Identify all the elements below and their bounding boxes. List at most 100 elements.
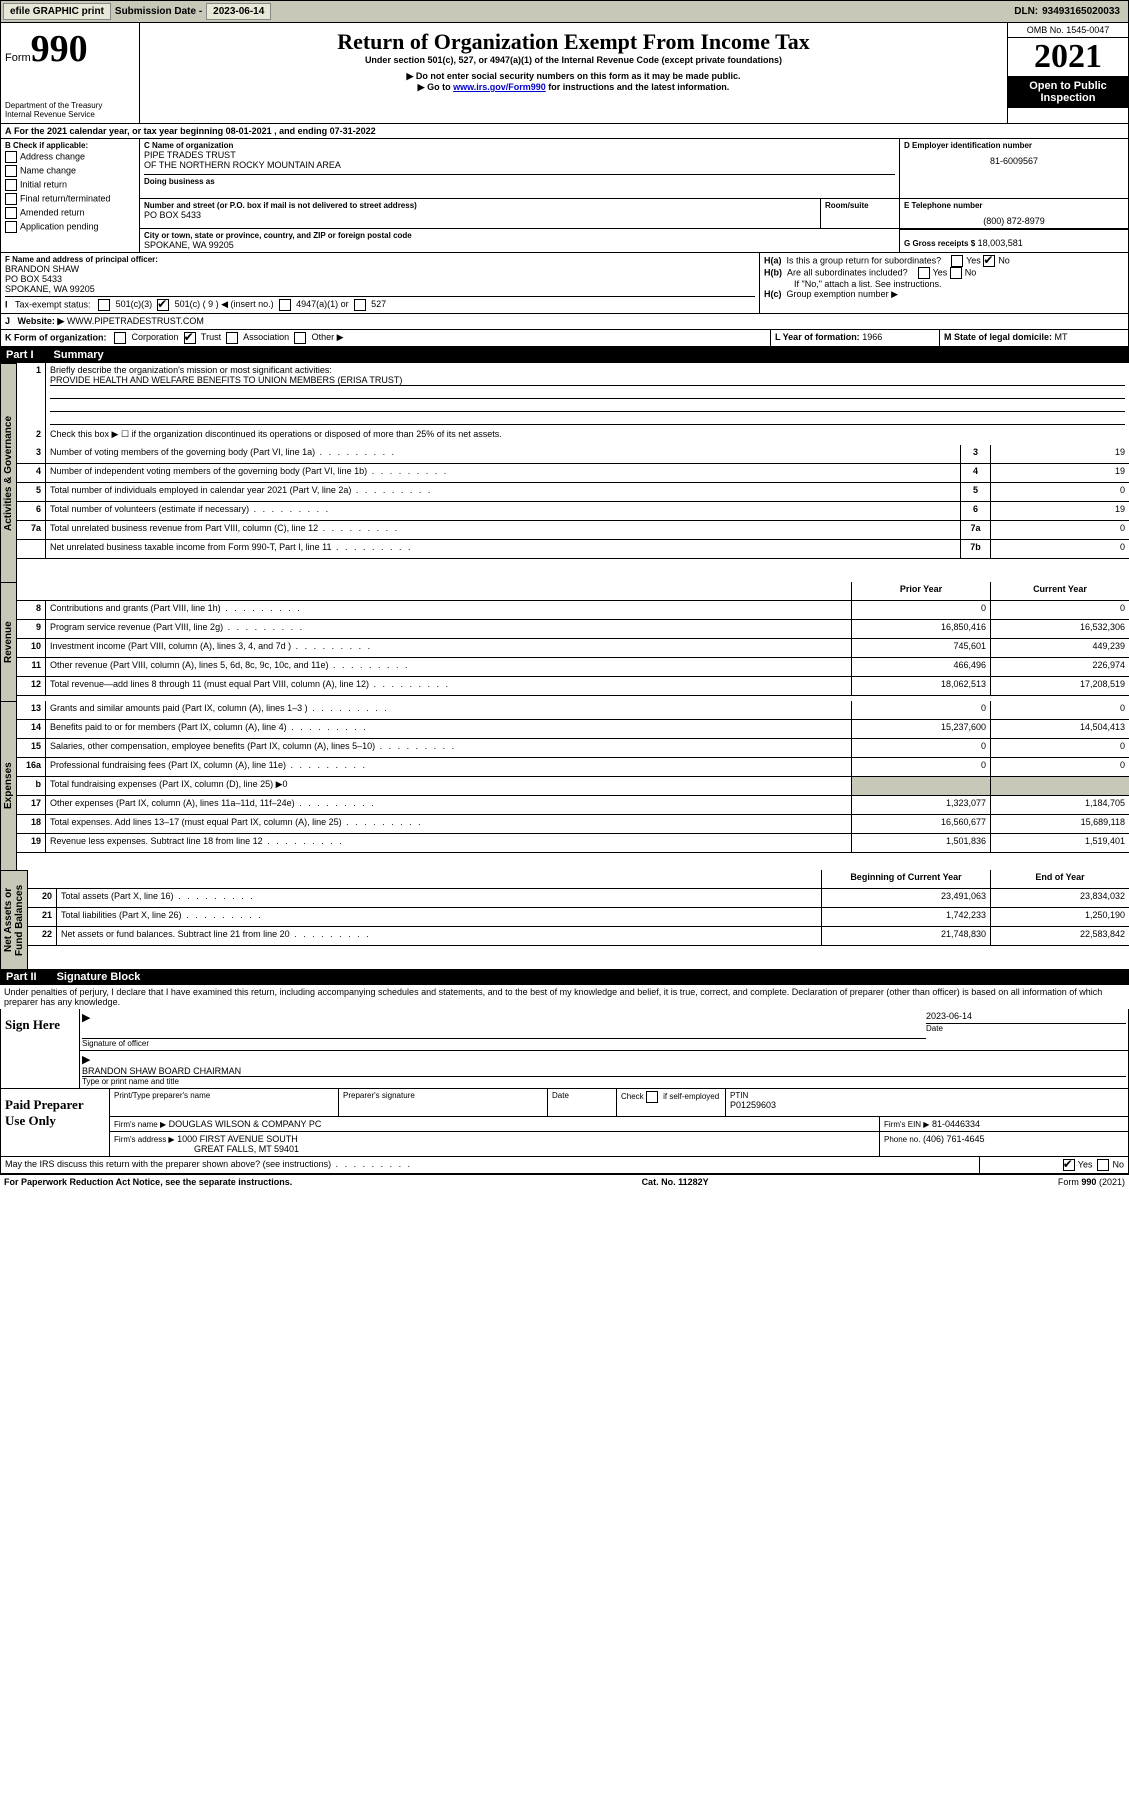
k-option[interactable]: Association — [221, 332, 289, 342]
table-row: 12Total revenue—add lines 8 through 11 (… — [17, 677, 1129, 696]
l2-text: Check this box ▶ ☐ if the organization d… — [46, 427, 1129, 445]
footer-center: Cat. No. 11282Y — [642, 1177, 709, 1187]
dept-label: Department of the Treasury — [5, 101, 135, 110]
i-option[interactable]: 527 — [349, 299, 387, 309]
table-row: Net unrelated business taxable income fr… — [17, 540, 1129, 559]
sig-officer-label: Signature of officer — [82, 1039, 926, 1048]
table-row: bTotal fundraising expenses (Part IX, co… — [17, 777, 1129, 796]
k-option[interactable]: Trust — [179, 332, 222, 342]
i-option[interactable]: 501(c)(3) — [93, 299, 152, 309]
top-bar: efile GRAPHIC print Submission Date - 20… — [0, 0, 1129, 23]
table-row: 3Number of voting members of the governi… — [17, 445, 1129, 464]
k-option[interactable]: Corporation — [109, 332, 179, 342]
firm-phone: (406) 761-4645 — [923, 1134, 985, 1144]
table-row: 10Investment income (Part VIII, column (… — [17, 639, 1129, 658]
may-yes-checkbox[interactable] — [1063, 1159, 1075, 1171]
table-row: 4Number of independent voting members of… — [17, 464, 1129, 483]
table-row: 5Total number of individuals employed in… — [17, 483, 1129, 502]
table-row: 9Program service revenue (Part VIII, lin… — [17, 620, 1129, 639]
line-a: A For the 2021 calendar year, or tax yea… — [1, 124, 1128, 138]
part-2-header: Part IISignature Block — [0, 969, 1129, 985]
firm-addr-label: Firm's address ▶ — [114, 1135, 175, 1144]
footer-right: Form 990 (2021) — [1058, 1177, 1125, 1187]
table-row: 8Contributions and grants (Part VIII, li… — [17, 601, 1129, 620]
i-option[interactable]: 501(c) ( 9 ) ◀ (insert no.) — [152, 299, 273, 309]
addr-value: PO BOX 5433 — [144, 210, 816, 220]
submission-date-label: Submission Date - — [115, 6, 202, 17]
table-row: 17Other expenses (Part IX, column (A), l… — [17, 796, 1129, 815]
governance-tab: Activities & Governance — [0, 363, 17, 582]
table-row: 13Grants and similar amounts paid (Part … — [17, 701, 1129, 720]
efile-button[interactable]: efile GRAPHIC print — [3, 3, 111, 20]
hb-no-checkbox[interactable] — [950, 267, 962, 279]
self-employed-checkbox[interactable] — [646, 1091, 658, 1103]
b-checkbox-item[interactable]: Address change — [5, 150, 135, 164]
declaration-text: Under penalties of perjury, I declare th… — [0, 985, 1129, 1009]
l1-label: Briefly describe the organization's miss… — [50, 365, 332, 375]
dba-label: Doing business as — [144, 177, 895, 186]
table-row: 18Total expenses. Add lines 13–17 (must … — [17, 815, 1129, 834]
paid-preparer-section: Paid Preparer Use Only Print/Type prepar… — [0, 1089, 1129, 1157]
ptin-value: P01259603 — [730, 1100, 1124, 1110]
l1-value: PROVIDE HEALTH AND WELFARE BENEFITS TO U… — [50, 375, 1125, 386]
hb-text: Are all subordinates included? — [787, 267, 908, 277]
table-row: 14Benefits paid to or for members (Part … — [17, 720, 1129, 739]
b-checkbox-item[interactable]: Final return/terminated — [5, 192, 135, 206]
g-gross-value: 18,003,581 — [978, 238, 1023, 248]
ha-no-checkbox[interactable] — [983, 255, 995, 267]
firm-name-label: Firm's name ▶ — [114, 1120, 166, 1129]
d-ein-value: 81-6009567 — [904, 156, 1124, 166]
form-header: Form990 Department of the Treasury Inter… — [0, 23, 1129, 124]
firm-ein: 81-0446334 — [932, 1119, 980, 1129]
footer-left: For Paperwork Reduction Act Notice, see … — [4, 1177, 292, 1187]
firm-ein-label: Firm's EIN ▶ — [884, 1120, 929, 1129]
i-option[interactable]: 4947(a)(1) or — [274, 299, 349, 309]
table-row: 22Net assets or fund balances. Subtract … — [28, 927, 1129, 946]
k-option[interactable]: Other ▶ — [289, 332, 343, 342]
f-name: BRANDON SHAW — [5, 264, 755, 274]
k-label: K Form of organization: — [5, 332, 107, 342]
b-checkbox-item[interactable]: Initial return — [5, 178, 135, 192]
submission-date-value: 2023-06-14 — [206, 3, 271, 20]
section-f-h: F Name and address of principal officer:… — [0, 253, 1129, 314]
g-gross-label: G Gross receipts $ — [904, 239, 975, 248]
may-no-checkbox[interactable] — [1097, 1159, 1109, 1171]
ha-text: Is this a group return for subordinates? — [787, 255, 942, 265]
b-checkbox-item[interactable]: Application pending — [5, 220, 135, 234]
end-year-header: End of Year — [990, 870, 1129, 888]
dba-value — [144, 186, 895, 196]
firm-addr2: GREAT FALLS, MT 59401 — [114, 1144, 875, 1154]
hb-yes-checkbox[interactable] — [918, 267, 930, 279]
sig-date: 2023-06-14 — [926, 1011, 1126, 1021]
revenue-tab: Revenue — [0, 582, 17, 701]
may-irs-text: May the IRS discuss this return with the… — [5, 1159, 331, 1169]
b-checkbox-item[interactable]: Amended return — [5, 206, 135, 220]
j-label: Website: ▶ — [18, 316, 65, 326]
table-row: 6Total number of volunteers (estimate if… — [17, 502, 1129, 521]
prep-name-label: Print/Type preparer's name — [114, 1091, 334, 1100]
l-value: 1966 — [862, 332, 882, 342]
section-b-c-d-e: B Check if applicable: Address changeNam… — [0, 139, 1129, 253]
table-row: 15Salaries, other compensation, employee… — [17, 739, 1129, 758]
net-assets-table: Net Assets or Fund Balances Beginning of… — [0, 870, 1129, 969]
sig-date-label: Date — [926, 1024, 1126, 1033]
ptin-label: PTIN — [730, 1091, 1124, 1100]
prior-year-header: Prior Year — [851, 582, 990, 600]
table-row: 20Total assets (Part X, line 16)23,491,0… — [28, 889, 1129, 908]
ha-yes-checkbox[interactable] — [951, 255, 963, 267]
subtitle-2: ▶ Do not enter social security numbers o… — [146, 71, 1001, 82]
dln-label: DLN: — [1014, 6, 1038, 17]
table-row: 16aProfessional fundraising fees (Part I… — [17, 758, 1129, 777]
form-word: Form — [5, 52, 31, 64]
omb-number: OMB No. 1545-0047 — [1008, 23, 1128, 38]
table-row: 21Total liabilities (Part X, line 26)1,7… — [28, 908, 1129, 927]
sig-name: BRANDON SHAW BOARD CHAIRMAN — [82, 1066, 241, 1076]
l-label: L Year of formation: — [775, 332, 860, 342]
firm-name: DOUGLAS WILSON & COMPANY PC — [169, 1119, 322, 1129]
b-checkbox-item[interactable]: Name change — [5, 164, 135, 178]
e-phone-label: E Telephone number — [904, 201, 1124, 210]
net-assets-tab: Net Assets or Fund Balances — [0, 870, 28, 969]
firm-phone-label: Phone no. — [884, 1135, 920, 1144]
irs-link[interactable]: www.irs.gov/Form990 — [453, 82, 546, 92]
prep-date-label: Date — [552, 1091, 612, 1100]
